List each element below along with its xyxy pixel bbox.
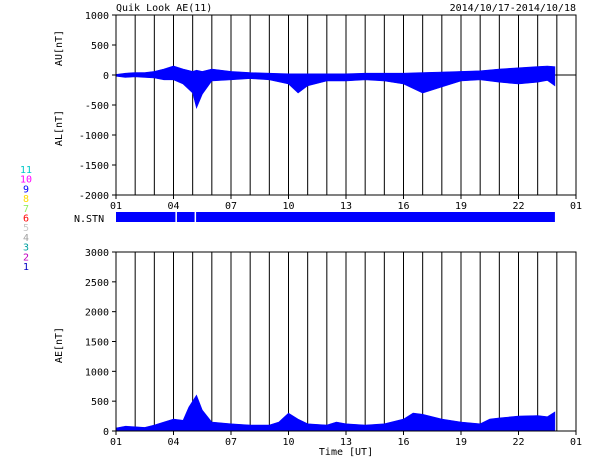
y-tick-label: 500: [91, 41, 109, 52]
ae-y-ticks: 3000 2500 2000 1500 1000 500 0: [85, 248, 116, 438]
au-al-grid: [116, 15, 576, 195]
y-tick-label: 1000: [85, 367, 109, 378]
ae-x-ticks: 01 04 07 10 13 16 19 22 01: [110, 431, 582, 448]
nstn-panel: N.STN: [74, 212, 555, 225]
legend-station-1: 1: [23, 262, 29, 273]
au-axis-label: AU[nT]: [54, 30, 65, 66]
legend-station-10: 10: [20, 175, 32, 186]
x-tick-label: 10: [282, 201, 294, 212]
legend-station-5: 5: [23, 223, 29, 234]
ae-panel: 3000 2500 2000 1500 1000 500 0 01 04 07 10 13 16 19 2…: [54, 248, 582, 458]
x-tick-label: 07: [225, 437, 237, 448]
nstn-label: N.STN: [74, 214, 104, 225]
x-tick-label: 13: [340, 201, 352, 212]
legend-station-3: 3: [23, 243, 29, 254]
y-tick-label: -1500: [79, 161, 109, 172]
al-axis-label: AL[nT]: [54, 110, 65, 146]
x-tick-label: 01: [570, 201, 582, 212]
legend-station-11: 11: [20, 165, 32, 176]
ae-grid: [134, 252, 558, 431]
au-al-x-ticks: 01 04 07 10 13 16 19 22 01: [110, 195, 582, 212]
chart-title: Quik Look AE(11): [116, 3, 212, 14]
x-tick-label: 13: [340, 437, 352, 448]
x-tick-label: 19: [455, 437, 467, 448]
legend-station-2: 2: [23, 252, 29, 263]
x-tick-label: 10: [282, 437, 294, 448]
x-tick-label: 07: [225, 201, 237, 212]
y-tick-label: 2500: [85, 278, 109, 289]
x-tick-label: 04: [167, 201, 179, 212]
nstn-bar-segment: [116, 212, 176, 222]
legend-station-8: 8: [23, 194, 29, 205]
nstn-bars: [116, 212, 555, 222]
x-tick-label: 22: [512, 201, 524, 212]
y-tick-label: 500: [91, 397, 109, 408]
x-tick-label: 16: [397, 201, 409, 212]
au-al-y-ticks: 1000 500 0 -500 -1000 -1500 -2000: [79, 11, 116, 202]
x-tick-label: 22: [512, 437, 524, 448]
y-tick-label: 1000: [85, 11, 109, 22]
au-al-panel: 1000 500 0 -500 -1000 -1500 -2000 01 04 07 10 13 16…: [54, 11, 582, 212]
x-tick-label: 19: [455, 201, 467, 212]
y-tick-label: 1500: [85, 338, 109, 349]
nstn-bar-segment: [176, 212, 195, 222]
ae-axis-label: AE[nT]: [54, 327, 65, 363]
x-tick-label: 01: [110, 201, 122, 212]
y-tick-label: 0: [103, 427, 109, 438]
y-tick-label: -1000: [79, 131, 109, 142]
legend-station-7: 7: [23, 204, 29, 215]
y-tick-label: 0: [103, 71, 109, 82]
legend-station-6: 6: [23, 214, 29, 225]
nstn-bar-segment: [196, 212, 555, 222]
ae-area: [115, 394, 556, 432]
x-tick-label: 04: [167, 437, 179, 448]
legend-station-4: 4: [23, 233, 29, 244]
au-al-area: [115, 65, 556, 109]
time-axis-label: Time [UT]: [319, 447, 373, 458]
legend-station-9: 9: [23, 184, 29, 195]
date-range: 2014/10/17-2014/10/18: [450, 3, 576, 14]
x-tick-label: 01: [110, 437, 122, 448]
x-tick-label: 16: [397, 437, 409, 448]
x-tick-label: 01: [570, 437, 582, 448]
y-tick-label: -500: [85, 101, 109, 112]
y-tick-label: 3000: [85, 248, 109, 259]
y-tick-label: -2000: [79, 191, 109, 202]
y-tick-label: 2000: [85, 308, 109, 319]
